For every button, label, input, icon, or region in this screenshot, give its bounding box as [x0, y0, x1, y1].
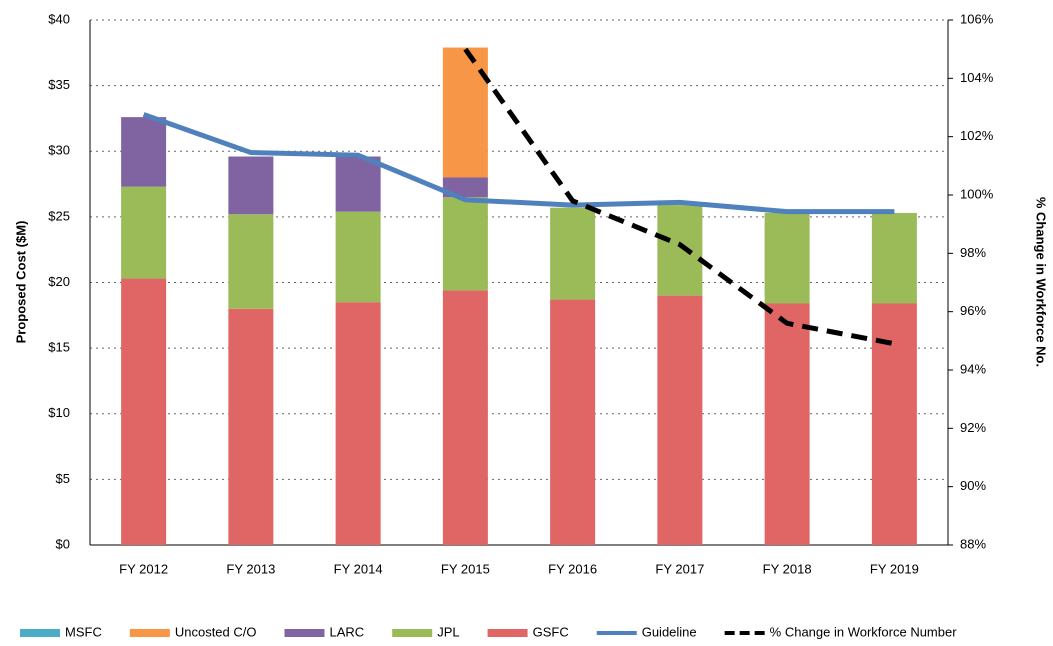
legend-label: LARC: [330, 624, 365, 639]
x-tick-label: FY 2019: [870, 561, 919, 576]
y2-tick-label: 102%: [960, 128, 994, 143]
legend-swatch: [129, 629, 170, 637]
bar-segment: [442, 177, 488, 198]
bar-segment: [871, 303, 917, 545]
line-series: [463, 47, 895, 347]
bar-segment: [335, 211, 381, 303]
bar-segment: [121, 278, 167, 545]
y-tick-label: $35: [48, 77, 70, 92]
y-tick-label: $20: [48, 274, 70, 289]
legend-swatch: [487, 629, 528, 637]
y2-tick-label: 92%: [960, 420, 986, 435]
x-tick-label: FY 2015: [441, 561, 490, 576]
legend-swatch: [392, 629, 433, 637]
y2-tick-label: 88%: [960, 536, 986, 551]
x-tick-label: FY 2017: [655, 561, 704, 576]
legend-swatch: [284, 629, 325, 637]
y2-tick-label: 96%: [960, 303, 986, 318]
y2-tick-label: 104%: [960, 70, 994, 85]
legend-label: % Change in Workforce Number: [770, 624, 958, 639]
bar-segment: [442, 197, 488, 291]
y-tick-label: $0: [56, 536, 70, 551]
bar-segment: [550, 299, 596, 545]
bar-segment: [121, 117, 167, 187]
bar-segment: [871, 212, 917, 304]
y-tick-label: $30: [48, 143, 70, 158]
bar-segment: [335, 156, 381, 212]
bar-segment: [764, 212, 810, 304]
y2-tick-label: 90%: [960, 478, 986, 493]
y2-tick-label: 98%: [960, 245, 986, 260]
bar-segment: [550, 207, 596, 300]
y2-tick-label: 100%: [960, 186, 994, 201]
bar-segment: [228, 214, 274, 309]
x-tick-label: FY 2016: [548, 561, 597, 576]
y2-axis-label: % Change in Workforce No.: [1034, 197, 1049, 367]
y-tick-label: $25: [48, 208, 70, 223]
bar-segment: [228, 156, 274, 215]
y2-tick-label: 106%: [960, 11, 994, 26]
legend-label: Guideline: [642, 624, 697, 639]
legend-label: Uncosted C/O: [175, 624, 257, 639]
x-tick-label: FY 2012: [119, 561, 168, 576]
bar-segment: [657, 295, 703, 545]
bar-segment: [764, 303, 810, 545]
bar-segment: [335, 302, 381, 545]
x-tick-label: FY 2018: [763, 561, 812, 576]
x-tick-label: FY 2013: [226, 561, 275, 576]
y-tick-label: $40: [48, 11, 70, 26]
line-series: [142, 112, 895, 215]
y-tick-label: $5: [56, 471, 70, 486]
x-tick-label: FY 2014: [334, 561, 383, 576]
bar-segment: [657, 205, 703, 296]
legend-label: MSFC: [65, 624, 102, 639]
bar-segment: [442, 47, 488, 178]
bar-segment: [442, 290, 488, 545]
legend-label: GSFC: [533, 624, 569, 639]
legend-label: JPL: [437, 624, 459, 639]
bar-segment: [228, 308, 274, 545]
legend-swatch: [20, 629, 60, 637]
y-tick-label: $10: [48, 405, 70, 420]
y-tick-label: $15: [48, 340, 70, 355]
y-axis-label: Proposed Cost ($M): [13, 221, 28, 344]
bar-segment: [121, 186, 167, 279]
y2-tick-label: 94%: [960, 361, 986, 376]
